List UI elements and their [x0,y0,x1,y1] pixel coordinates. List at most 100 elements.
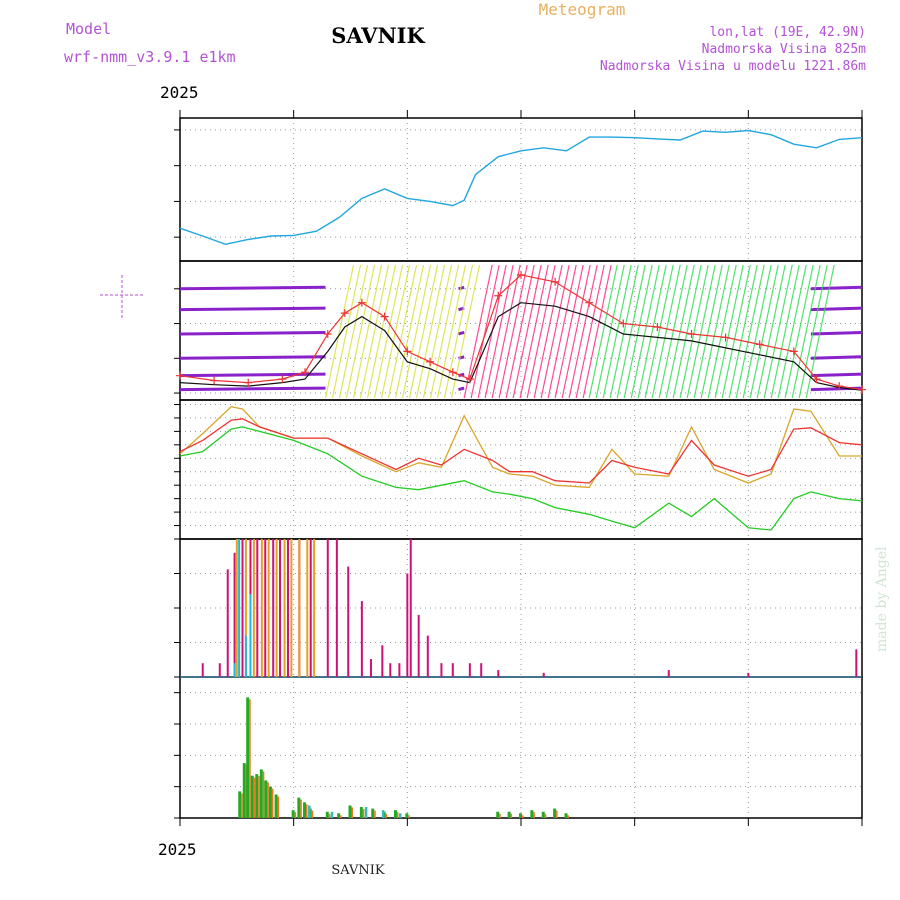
pressure-line [179,129,863,246]
wind-barb-row [179,372,326,378]
precip-bar-total [303,802,307,818]
precip-bar-total [325,811,329,818]
wind-gust-marker [812,375,821,384]
precip-bar-frozen [241,793,243,818]
precip-bar-total [507,811,511,818]
model-name: wrf-nmm_v3.9.1 e1km [64,48,236,66]
cloud-bar-mid [244,539,247,677]
wind-hatch [707,264,737,399]
precip-bar-frozen [544,813,547,818]
precip-bar-total [405,813,409,818]
wind-hatch [798,264,828,399]
precip-bar-frozen [396,812,399,818]
cloud-bar-low [451,663,454,677]
wind-gust-marker [176,371,184,380]
precip-bar-total [246,697,250,818]
precip-bar-total [348,805,352,818]
wind-barb-row [810,285,863,291]
product-title: Meteogram [539,0,626,19]
cloud-bar-low [747,672,750,677]
cloud-bar-mid [298,539,301,677]
wind-hatch [463,264,493,399]
wind-gust-marker [403,347,412,356]
credit-label: made by Angel [874,546,890,652]
wind-hatch [644,264,674,399]
cloud-bar-high [238,539,241,677]
cloud-bar-low [241,539,244,677]
cloud-bar-low [369,659,372,677]
precip-bar-frozen [271,788,274,818]
wind-hatch [637,264,667,399]
precip-bar-snow [398,813,402,818]
precip-bar-total [242,763,246,818]
page-title: SAVNIK [331,23,425,48]
wind-hatch [784,264,814,399]
wind-barbs-field [179,264,863,399]
wind-hatch [359,264,390,399]
wind-hatch [616,264,646,399]
footer-station: SAVNIK [331,863,385,878]
precip-bar-frozen [328,813,331,818]
precip-bar-frozen [374,810,376,818]
wind-hatch [366,264,397,399]
wind-gust-marker [755,340,764,349]
cloud-bar-mid [290,539,293,677]
precip-bar-total [274,794,278,818]
wind-barb-row [458,331,465,336]
pressure-frame [179,117,863,262]
year-top: 2025 [160,83,199,102]
wind-hatch [484,264,514,399]
precip-bar-frozen [249,699,251,818]
cloud-bar-low [309,539,312,677]
cloud-bar-low [855,649,858,677]
wind-hatch [777,264,807,399]
precip-bar-frozen [300,799,302,818]
wind-gust-marker [551,277,560,286]
model-elevation-label: Nadmorska Visina u modelu 1221.86m [600,59,866,74]
wind-hatch [519,264,549,399]
wind-hatch [686,264,716,399]
precip-bar-total [337,813,341,818]
wind-hatch [415,264,446,399]
wind-hatch [700,264,730,399]
wind-hatch [408,264,439,399]
precip-bar-frozen [567,815,569,818]
wind-hatch [394,264,425,399]
cloud-bar-low [542,672,545,677]
precip-bar-total [264,780,268,818]
elevation-label: Nadmorska Visina 825m [702,42,867,57]
precip-bar-total [359,807,363,818]
wind-hatch [658,264,688,399]
wind-hatch [770,264,800,399]
wind-hatch [595,264,625,399]
precip-bar-total [255,774,259,818]
t2m-line [179,418,863,484]
cloud-bar-low [360,601,363,677]
wind-hatch [470,264,500,399]
wind-hatch [568,264,598,399]
wind-barb-row [810,372,863,378]
wind-gust-marker [278,375,287,384]
cloud-bar-low [381,645,384,677]
precip-bar-total [541,811,545,818]
wind-barb-row [179,285,326,291]
wind-barb-row [458,386,465,392]
cloud-bar-low [398,663,401,677]
cloud-bar-high [244,635,247,677]
wind-gust-marker [426,357,435,366]
wind-speed-line [179,302,863,391]
cloud-bar-low [667,670,670,677]
wind-hatch [338,264,369,399]
wind-hatch [623,264,653,399]
precip-bar-snow [308,805,311,818]
wind-hatch [749,264,779,399]
precip-bar-total [553,808,557,818]
precip-bar-snow [381,810,385,818]
precip-bar-total [291,810,295,818]
precip-bar-frozen [253,777,256,818]
precip-bar-total [297,797,301,818]
wind-gust-marker [517,270,525,279]
wind-hatch [575,264,605,399]
cloud-bar-low [335,539,338,677]
top-date-axis [179,110,863,118]
